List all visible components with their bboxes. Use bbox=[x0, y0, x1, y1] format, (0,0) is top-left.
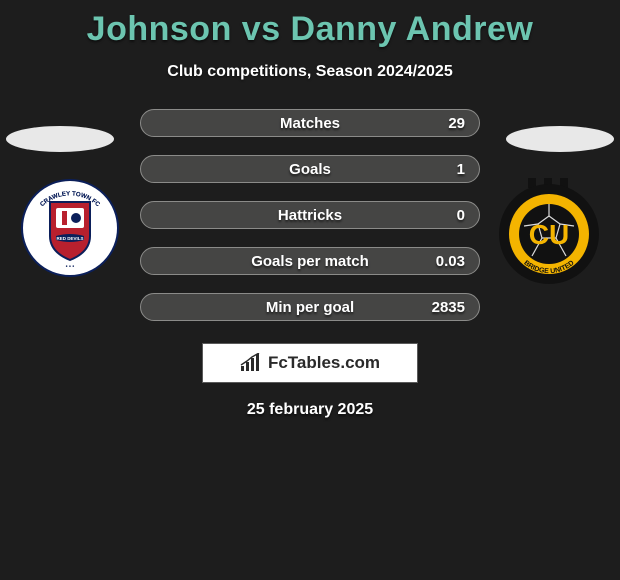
crest-left: CRAWLEY TOWN FC CRAWLEY TOWN FC RED DEVI… bbox=[20, 178, 120, 283]
stat-row: Min per goal 2835 bbox=[140, 293, 480, 321]
stat-row: Matches 29 bbox=[140, 109, 480, 137]
stat-value: 29 bbox=[448, 115, 465, 132]
player-right-platform bbox=[506, 126, 614, 152]
stat-value: 0.03 bbox=[436, 253, 465, 270]
united-crest-icon: CU BRIDGE UNITED bbox=[498, 178, 600, 288]
stat-row: Goals 1 bbox=[140, 155, 480, 183]
stat-row: Goals per match 0.03 bbox=[140, 247, 480, 275]
stat-label: Min per goal bbox=[266, 299, 354, 316]
svg-text:CU: CU bbox=[529, 219, 569, 250]
subtitle: Club competitions, Season 2024/2025 bbox=[0, 63, 620, 81]
svg-text:• • •: • • • bbox=[65, 264, 74, 270]
page-title: Johnson vs Danny Andrew bbox=[0, 0, 620, 49]
date-text: 25 february 2025 bbox=[0, 401, 620, 419]
svg-text:RED DEVILS: RED DEVILS bbox=[56, 236, 83, 241]
brand-box: FcTables.com bbox=[202, 343, 418, 383]
crawley-crest-icon: CRAWLEY TOWN FC CRAWLEY TOWN FC RED DEVI… bbox=[20, 178, 120, 278]
stat-value: 2835 bbox=[432, 299, 465, 316]
crest-right: CU BRIDGE UNITED bbox=[498, 178, 600, 293]
stat-value: 1 bbox=[457, 161, 465, 178]
brand-text: FcTables.com bbox=[268, 353, 380, 373]
stat-label: Goals per match bbox=[251, 253, 369, 270]
stat-row: Hattricks 0 bbox=[140, 201, 480, 229]
stat-value: 0 bbox=[457, 207, 465, 224]
stat-label: Hattricks bbox=[278, 207, 342, 224]
stat-label: Goals bbox=[289, 161, 331, 178]
comparison-card: Johnson vs Danny Andrew Club competition… bbox=[0, 0, 620, 419]
player-left-platform bbox=[6, 126, 114, 152]
stats-list: Matches 29 Goals 1 Hattricks 0 Goals per… bbox=[140, 109, 480, 321]
stat-label: Matches bbox=[280, 115, 340, 132]
bars-chart-icon bbox=[240, 353, 262, 373]
